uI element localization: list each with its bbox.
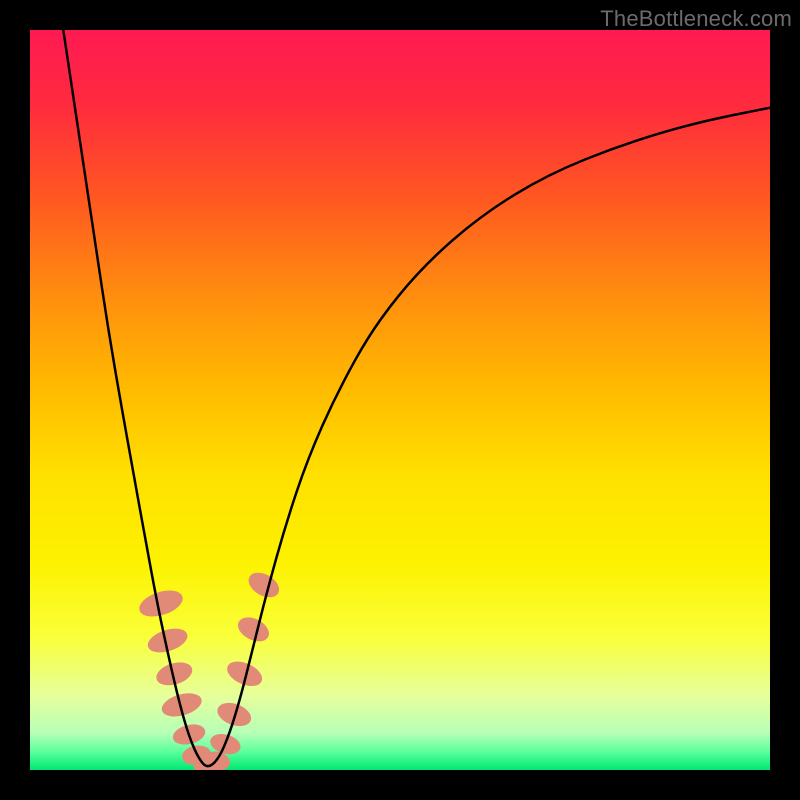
v-curve-chart [30, 30, 770, 770]
chart-container: TheBottleneck.com [0, 0, 800, 800]
watermark-label: TheBottleneck.com [600, 6, 792, 32]
plot-area [30, 30, 770, 770]
gradient-background [30, 30, 770, 770]
